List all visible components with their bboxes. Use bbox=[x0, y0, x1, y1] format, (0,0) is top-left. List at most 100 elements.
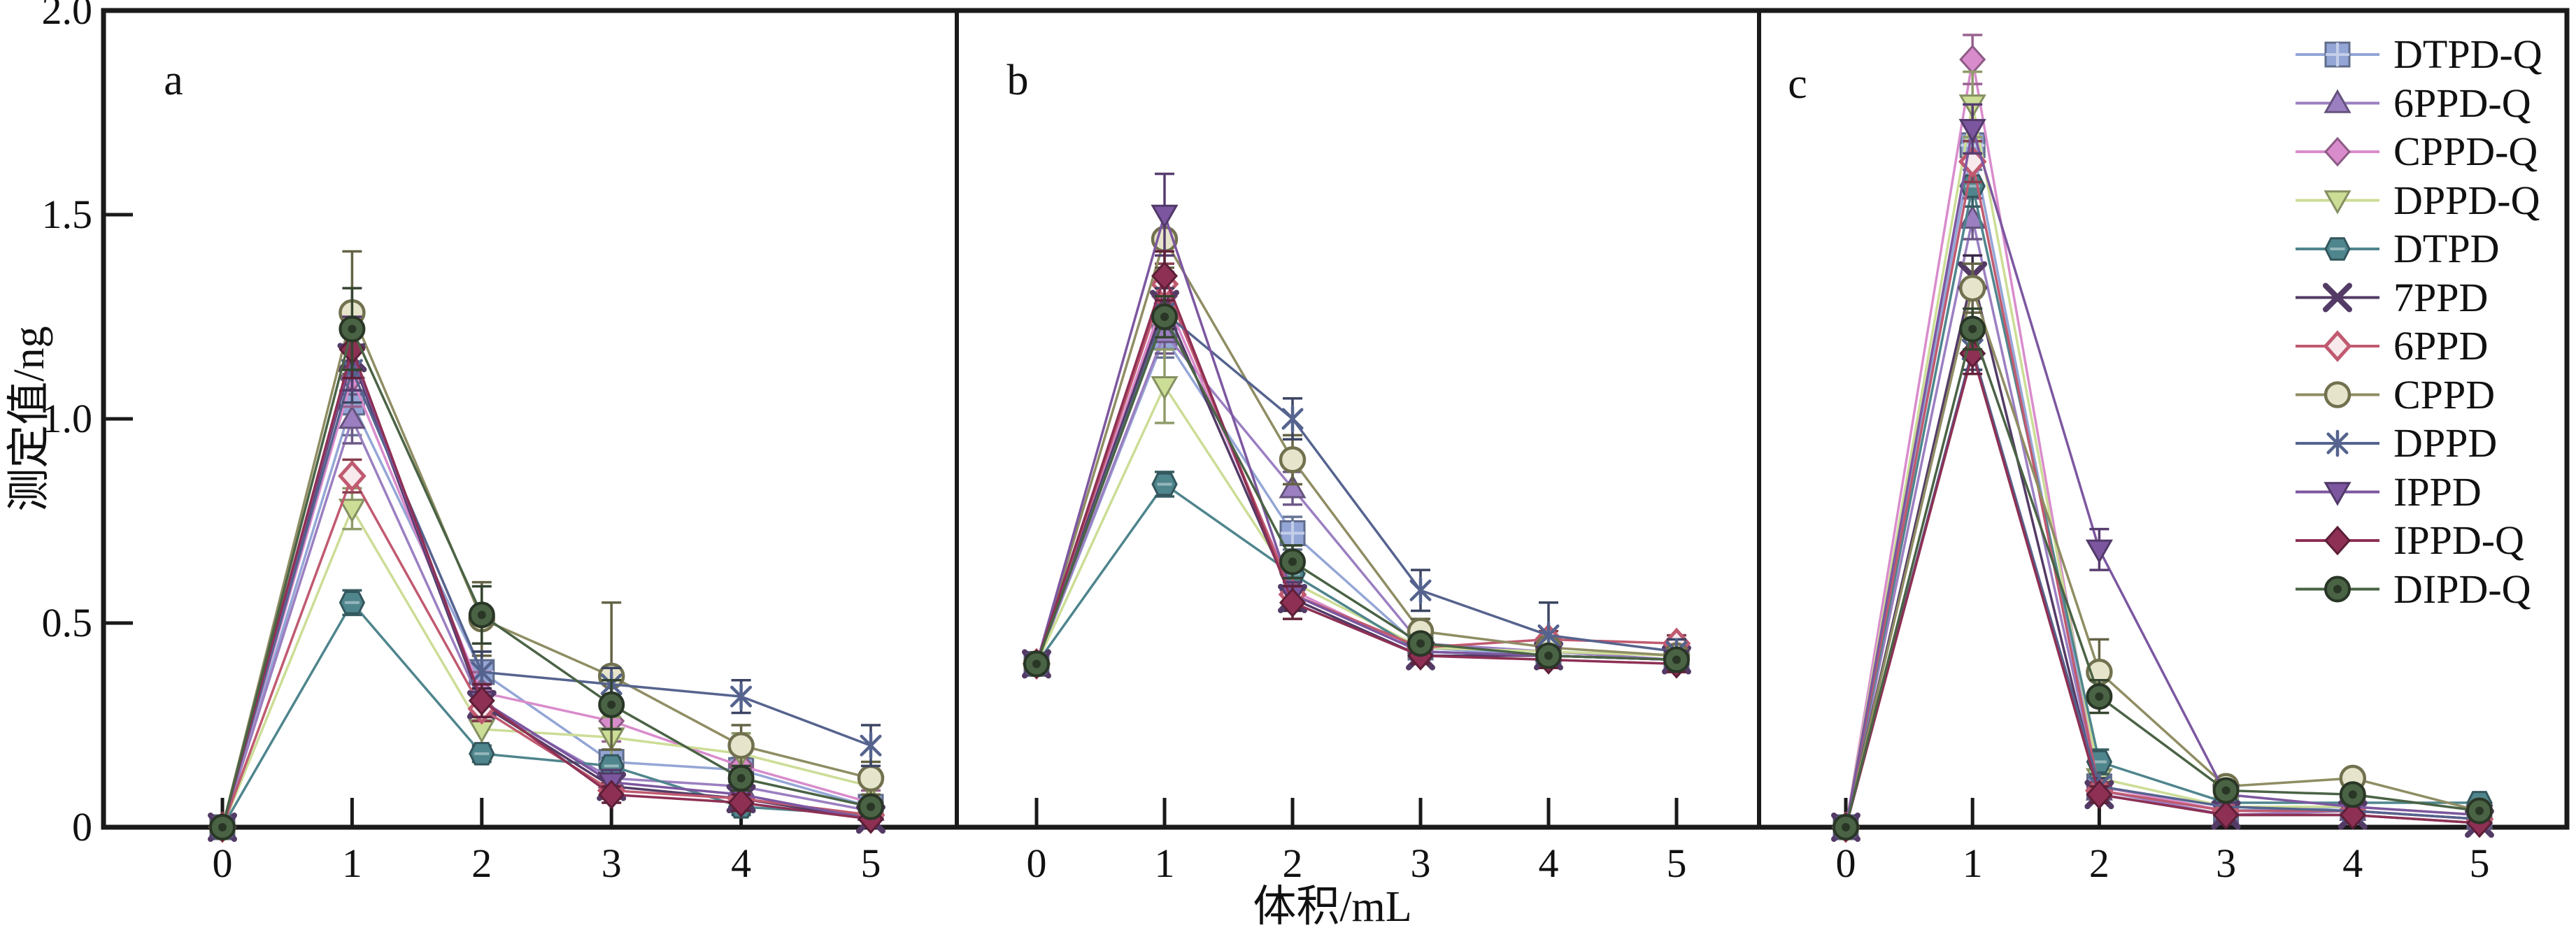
DIPD-Q-marker bbox=[2339, 781, 2366, 808]
series-line-CPPD bbox=[1035, 236, 1677, 664]
IPPD-Q-marker bbox=[2086, 780, 2113, 810]
DIPD-Q-marker bbox=[1407, 630, 1434, 657]
panel-a-series-DTPD-Q bbox=[209, 369, 884, 841]
series-line-DTPD-Q bbox=[221, 399, 871, 828]
DIPD-Q-marker bbox=[2086, 683, 2113, 710]
legend-marker-7PPD bbox=[2323, 283, 2352, 313]
legend-marker-6PPD-Q bbox=[2324, 89, 2351, 113]
panel-label-c: c bbox=[1788, 60, 1807, 108]
IPPD-marker bbox=[1151, 204, 1179, 229]
DIPD-Q-marker bbox=[1023, 650, 1050, 678]
CPPD-marker bbox=[1279, 446, 1307, 473]
DIPD-Q-marker bbox=[2212, 777, 2240, 804]
plot-frame bbox=[101, 8, 2570, 830]
panel-b-series-7PPD bbox=[1022, 278, 1691, 679]
x-tick-label-panel2-2: 2 bbox=[1282, 841, 1303, 886]
legend-marker-DTPD-Q bbox=[2324, 41, 2351, 68]
legend-item-IPPD bbox=[2296, 482, 2379, 506]
series-line-IPPD-Q bbox=[1844, 349, 2480, 828]
series-line-DTPD bbox=[1844, 185, 2479, 828]
x-tick-label-panel1-4: 4 bbox=[731, 841, 752, 886]
legend-label-CPPD: CPPD bbox=[2393, 371, 2496, 417]
x-tick-label-panel2-4: 4 bbox=[1538, 841, 1559, 886]
series-line-7PPD bbox=[221, 353, 871, 828]
series-line-IPPD-Q bbox=[221, 345, 871, 828]
DIPD-Q-marker bbox=[1279, 548, 1306, 575]
DIPD-Q-marker bbox=[1663, 646, 1690, 673]
CPPD-Q-marker bbox=[1959, 44, 1986, 75]
legend-item-DTPD bbox=[2296, 237, 2379, 261]
legend-item-DIPD-Q bbox=[2296, 575, 2379, 603]
y-tick-label-0: 0 bbox=[72, 804, 92, 850]
DIPD-Q-marker bbox=[1535, 642, 1562, 669]
IPPD-marker bbox=[2085, 539, 2113, 564]
IPPD-Q-marker bbox=[2339, 800, 2366, 830]
legend-marker-IPPD-Q bbox=[2324, 525, 2351, 556]
IPPD-Q-marker bbox=[598, 780, 625, 810]
DPPD-marker bbox=[471, 658, 493, 686]
legend-label-DPPD: DPPD bbox=[2393, 420, 2498, 466]
x-tick-label-panel2-5: 5 bbox=[1666, 841, 1687, 886]
legend-marker-DPPD-Q bbox=[2324, 190, 2351, 215]
IPPD-Q-marker bbox=[1151, 261, 1179, 291]
DIPD-Q-marker bbox=[1833, 814, 1859, 841]
legend-label-6PPD-Q: 6PPD-Q bbox=[2393, 80, 2531, 126]
6PPD-Q-marker bbox=[1279, 474, 1307, 499]
legend bbox=[2296, 41, 2379, 603]
6PPD-Q-marker bbox=[338, 404, 366, 429]
series-line-6PPD bbox=[1035, 280, 1677, 664]
panel-c bbox=[1831, 34, 2494, 843]
DIPD-Q-marker bbox=[339, 315, 366, 343]
legend-label-IPPD: IPPD bbox=[2393, 469, 2482, 515]
panel-c-series-DIPD-Q bbox=[1833, 307, 2493, 841]
y-tick-label-1: 0.5 bbox=[41, 600, 93, 645]
panel-a-series-7PPD bbox=[208, 323, 885, 842]
series-line-CPPD bbox=[1844, 283, 2480, 828]
series-line-DPPD bbox=[1035, 310, 1677, 664]
legend-label-IPPD-Q: IPPD-Q bbox=[2393, 517, 2524, 563]
legend-item-6PPD bbox=[2296, 330, 2379, 362]
x-tick-label-panel3-1: 1 bbox=[1962, 841, 1983, 886]
panel-a-series-DTPD bbox=[209, 589, 884, 839]
series-line-7PPD bbox=[1035, 301, 1677, 664]
x-tick-label-panel1-0: 0 bbox=[212, 841, 233, 886]
series-line-DPPD bbox=[221, 366, 871, 828]
DPPD-Q-marker bbox=[1151, 376, 1179, 401]
legend-label-DIPD-Q: DIPD-Q bbox=[2393, 566, 2531, 612]
DIPD-Q-marker bbox=[468, 601, 495, 629]
legend-marker-IPPD bbox=[2324, 482, 2351, 506]
CPPD-marker bbox=[727, 731, 755, 759]
legend-marker-CPPD-Q bbox=[2324, 136, 2351, 167]
panel-c-series-6PPD-Q bbox=[1832, 196, 2493, 838]
DPPD-marker bbox=[1281, 405, 1304, 433]
DIPD-Q-marker bbox=[858, 793, 884, 820]
legend-item-7PPD bbox=[2296, 283, 2379, 313]
series-line-IPPD-Q bbox=[1035, 272, 1677, 666]
x-tick-label-panel2-0: 0 bbox=[1026, 841, 1047, 886]
DTPD-marker bbox=[469, 742, 495, 766]
DPPD-marker bbox=[730, 682, 753, 710]
IPPD-Q-marker bbox=[2212, 800, 2240, 830]
panel-c-series-DTPD-Q bbox=[1833, 119, 2493, 841]
DTPD-Q-marker bbox=[1279, 520, 1306, 547]
y-tick-label-3: 1.5 bbox=[41, 192, 93, 237]
IPPD-Q-marker bbox=[468, 685, 495, 716]
series-line-IPPD bbox=[1844, 128, 2480, 828]
series-line-DIPD-Q bbox=[1035, 313, 1677, 665]
DPPD-marker bbox=[1409, 577, 1432, 604]
series-line-CPPD-Q bbox=[1844, 59, 2480, 828]
panel-a-series-CPPD-Q bbox=[208, 348, 885, 843]
DPPD-marker bbox=[860, 731, 882, 759]
panel-b bbox=[1022, 172, 1691, 680]
legend-item-DPPD bbox=[2296, 429, 2379, 457]
x-tick-label-panel2-3: 3 bbox=[1410, 841, 1431, 886]
x-tick-label-panel3-0: 0 bbox=[1835, 841, 1856, 886]
panel-b-series-DTPD bbox=[1023, 471, 1690, 676]
panel-a bbox=[208, 250, 885, 843]
panel-b-series-DIPD-Q bbox=[1023, 295, 1690, 678]
series-line-DTPD bbox=[221, 600, 871, 828]
x-tick-label-panel1-3: 3 bbox=[601, 841, 622, 886]
panel-c-series-CPPD-Q bbox=[1832, 34, 2493, 843]
legend-item-CPPD bbox=[2296, 381, 2379, 408]
series-line-CPPD-Q bbox=[221, 374, 871, 828]
